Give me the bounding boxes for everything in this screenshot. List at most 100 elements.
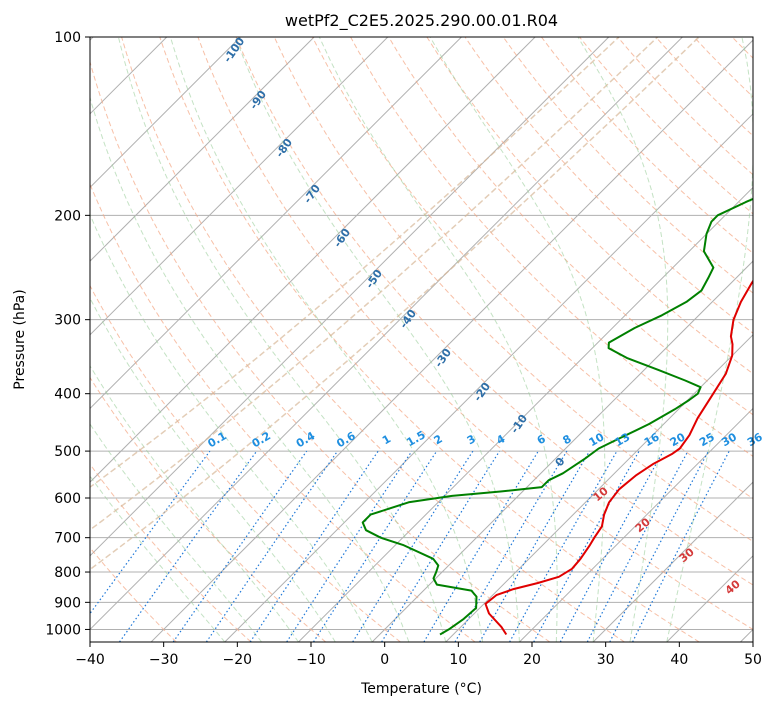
x-tick-label: 0 [380,652,389,668]
dry-adiabat-line [90,284,401,642]
mixing-ratio-line [533,450,640,642]
dry-adiabat-line [90,60,551,642]
background-lines [90,37,775,642]
x-axis-label: Temperature (°C) [360,681,482,697]
isotherm-line [150,39,753,642]
isotherm-line [740,628,753,642]
dry-adiabat-line [90,376,327,642]
mixing-ratio-label: 36 [745,430,765,449]
dry-adiabat-label: -90 [247,88,269,112]
moist-adiabat-line [90,423,262,642]
mixing-ratio-label: 2 [432,432,445,447]
y-tick-label: 500 [54,444,81,460]
isotherm-line [90,37,683,631]
dry-adiabat-label: -20 [471,380,493,404]
moist-adiabat-line [90,95,410,642]
isotherm-line [90,37,536,483]
aux-curve [90,37,659,531]
mixing-ratio-label: 0.4 [294,429,318,450]
dry-adiabat-label: -10 [508,412,530,436]
moist-adiabat-line [235,37,520,642]
y-axis-label: Pressure (hPa) [12,289,28,389]
isotherm-line [592,481,753,642]
isotherm-line [224,113,753,642]
dry-adiabat-line [502,37,753,294]
dry-adiabat-line [464,37,753,334]
x-tick-label: 10 [449,652,467,668]
dry-adiabat-line [350,37,753,457]
y-tick-label: 300 [54,313,81,329]
mixing-ratio-line [119,450,258,642]
mixing-ratio-line [205,450,338,642]
moist-adiabat-label: 40 [723,577,743,597]
y-tick-label: 800 [54,565,81,581]
temperature-line [484,279,753,636]
dry-adiabat-line [90,182,476,642]
moist-adiabat-line [117,37,447,642]
y-tick-label: 100 [54,30,81,46]
mixing-ratio-line [609,450,710,642]
dry-adiabat-label: -40 [397,307,419,331]
dry-adiabat-line [159,37,700,642]
y-tick-label: 400 [54,387,81,403]
x-tick-label: 40 [670,652,688,668]
isotherm-line [90,37,241,189]
moist-adiabat-line [666,37,753,642]
mixing-ratio-line [559,450,664,642]
dry-adiabat-line [273,37,753,542]
dry-adiabat-line [121,37,625,642]
isotherm-line [90,37,315,262]
dry-adiabat-line [770,37,775,642]
dry-adiabat-line [197,37,753,631]
y-axis: 100 200 300 400 500 600 700 800 900 1000 [45,30,90,638]
moist-adiabat-label: 30 [677,545,697,565]
isotherm-line [445,334,753,642]
moist-adiabat-line [90,297,336,642]
dry-adiabat-label: 0 [553,455,568,469]
moist-adiabat-line [318,37,558,642]
y-tick-label: 200 [54,208,81,224]
moist-adiabat-line [90,364,299,642]
chart-title: wetPf2_C2E5.2025.290.00.01.R04 [285,11,558,31]
dry-adiabat-label: -80 [273,136,295,160]
isotherm-line [519,407,753,642]
dry-adiabat-line [655,37,753,137]
mixing-ratio-label: 8 [561,432,574,447]
dry-adiabat-label: -30 [432,346,454,370]
mixing-ratio-line [423,450,539,642]
mixing-ratio-line [509,450,618,642]
dry-adiabat-label: -60 [331,226,353,250]
x-tick-label: −20 [223,652,253,668]
isotherm-line [90,37,610,557]
mixing-ratio-line [381,450,501,642]
y-tick-label: 900 [54,595,81,611]
dry-adiabat-line [617,37,753,176]
dewpoint-line [361,197,753,636]
isotherm-line [90,37,462,410]
moist-adiabat-line [169,37,484,642]
dry-adiabat-line [90,463,252,642]
x-tick-label: −30 [149,652,179,668]
mixing-ratio-line [90,450,211,615]
moist-adiabat-label: 20 [633,515,653,535]
x-tick-label: −10 [296,652,326,668]
mixing-ratio-line [586,450,689,642]
mixing-ratio-line [172,450,308,642]
dry-adiabat-line [235,37,753,586]
moist-adiabat-label: 10 [591,484,611,504]
mixing-ratio-label: 1.5 [404,428,427,449]
dry-adiabat-line [541,37,753,254]
mixing-ratio-label: 20 [668,430,688,449]
mixing-ratio-label: 6 [535,432,548,447]
dry-adiabat-line [426,37,753,375]
dry-adiabat-label: -70 [301,182,323,206]
mixing-ratio-label: 0.2 [250,429,273,450]
mixing-ratio-label: 0.1 [205,429,228,450]
mixing-ratio-line [249,450,379,642]
isotherm-line [371,260,753,642]
moist-adiabat-line [90,213,373,642]
x-tick-label: 20 [523,652,541,668]
moist-adiabat-line [429,37,606,642]
mixing-ratio-line [352,450,474,642]
